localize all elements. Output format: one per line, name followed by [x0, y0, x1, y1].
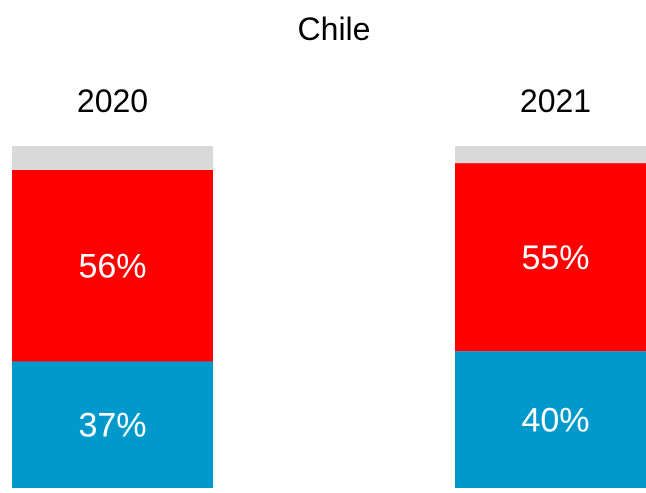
data-label-2021-2: 55% [521, 239, 589, 277]
bar-segment-2021-1 [455, 351, 646, 488]
data-label-2020-1: 37% [78, 407, 146, 445]
bar-segment-2020-3 [12, 146, 213, 170]
bars-layer: 2020 37% 56% 2021 40% 55% [12, 83, 646, 488]
category-label-2021: 2021 [520, 83, 591, 119]
bar-segment-2020-2 [12, 169, 213, 362]
data-label-2021-1: 40% [521, 402, 589, 440]
chart-title: Chile [298, 11, 371, 47]
bar-segment-2021-3 [455, 146, 646, 164]
bar-segment-2020-1 [12, 361, 213, 488]
category-label-2020: 2020 [77, 83, 148, 119]
data-label-2020-2: 56% [78, 248, 146, 286]
bar-segment-2021-2 [455, 163, 646, 352]
